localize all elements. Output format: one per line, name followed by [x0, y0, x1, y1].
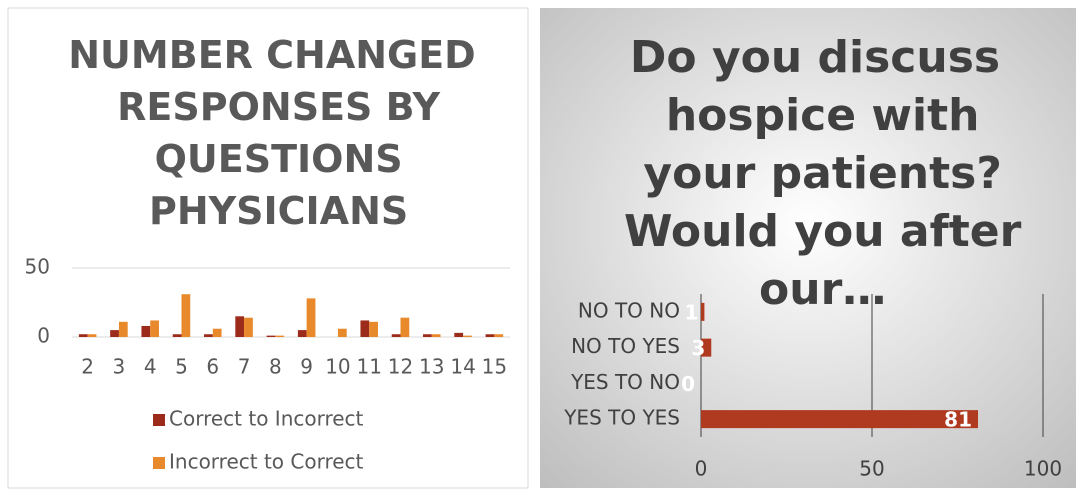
- x-tick-label: 11: [356, 355, 381, 379]
- bar: [423, 334, 432, 337]
- legend-swatch: [153, 457, 165, 469]
- bar: [204, 334, 213, 337]
- bar: [463, 335, 472, 337]
- x-tick-label: 7: [238, 355, 251, 379]
- y-tick-label: 50: [25, 255, 50, 279]
- x-tick-label: 2: [81, 355, 94, 379]
- bar: [150, 320, 159, 337]
- bar: [110, 330, 119, 337]
- x-tick-label: 8: [269, 355, 282, 379]
- x-tick-label: 3: [113, 355, 126, 379]
- y-tick-label: NO TO YES: [571, 334, 680, 358]
- bar: [454, 332, 464, 337]
- x-tick-label: 15: [482, 355, 507, 379]
- data-label: 0: [681, 372, 695, 396]
- x-tick-label: 0: [695, 457, 708, 481]
- legend-label: Correct to Incorrect: [169, 407, 364, 431]
- bar: [360, 320, 370, 337]
- x-tick-label: 12: [388, 355, 413, 379]
- x-tick-label: 4: [144, 355, 157, 379]
- bar: [494, 334, 504, 337]
- bar: [431, 334, 441, 337]
- y-tick-label: YES TO YES: [563, 406, 680, 430]
- bar: [701, 302, 705, 321]
- y-tick-label: NO TO NO: [578, 298, 680, 322]
- bar: [701, 338, 712, 357]
- bar: [235, 316, 245, 337]
- legend-swatch: [153, 414, 165, 426]
- left-panel: [7, 7, 529, 489]
- bar: [275, 335, 285, 337]
- bar: [391, 334, 401, 337]
- bar: [369, 321, 378, 337]
- bar: [400, 317, 410, 337]
- x-tick-label: 6: [206, 355, 219, 379]
- legend-label: Incorrect to Correct: [169, 450, 364, 474]
- chart-title: Do you discuss hospice with your patient…: [609, 32, 1022, 315]
- x-tick-label: 5: [175, 355, 188, 379]
- chart-title: NUMBER CHANGED RESPONSES BY QUESTIONS PH…: [68, 33, 475, 233]
- y-tick-label: 0: [37, 324, 50, 348]
- y-tick-label: YES TO NO: [570, 370, 680, 394]
- bar: [181, 294, 191, 337]
- x-tick-label: 13: [419, 355, 444, 379]
- bar: [337, 328, 347, 337]
- bar: [306, 298, 316, 337]
- bar: [244, 317, 253, 337]
- bar: [297, 330, 307, 337]
- x-tick-label: 9: [300, 355, 313, 379]
- data-label: 81: [944, 408, 972, 432]
- bar: [118, 321, 128, 337]
- bar: [172, 334, 182, 337]
- bar: [78, 334, 88, 337]
- bar: [266, 335, 276, 337]
- bar: [701, 410, 979, 429]
- data-label: 1: [684, 300, 698, 324]
- x-tick-label: 10: [325, 355, 350, 379]
- x-tick-label: 100: [1024, 457, 1062, 481]
- bar: [485, 334, 495, 337]
- right-panel: [540, 8, 1076, 488]
- bar: [87, 334, 97, 337]
- data-label: 3: [691, 336, 705, 360]
- x-tick-label: 14: [450, 355, 475, 379]
- bar: [141, 325, 151, 337]
- bar: [212, 328, 222, 337]
- x-tick-label: 50: [859, 457, 884, 481]
